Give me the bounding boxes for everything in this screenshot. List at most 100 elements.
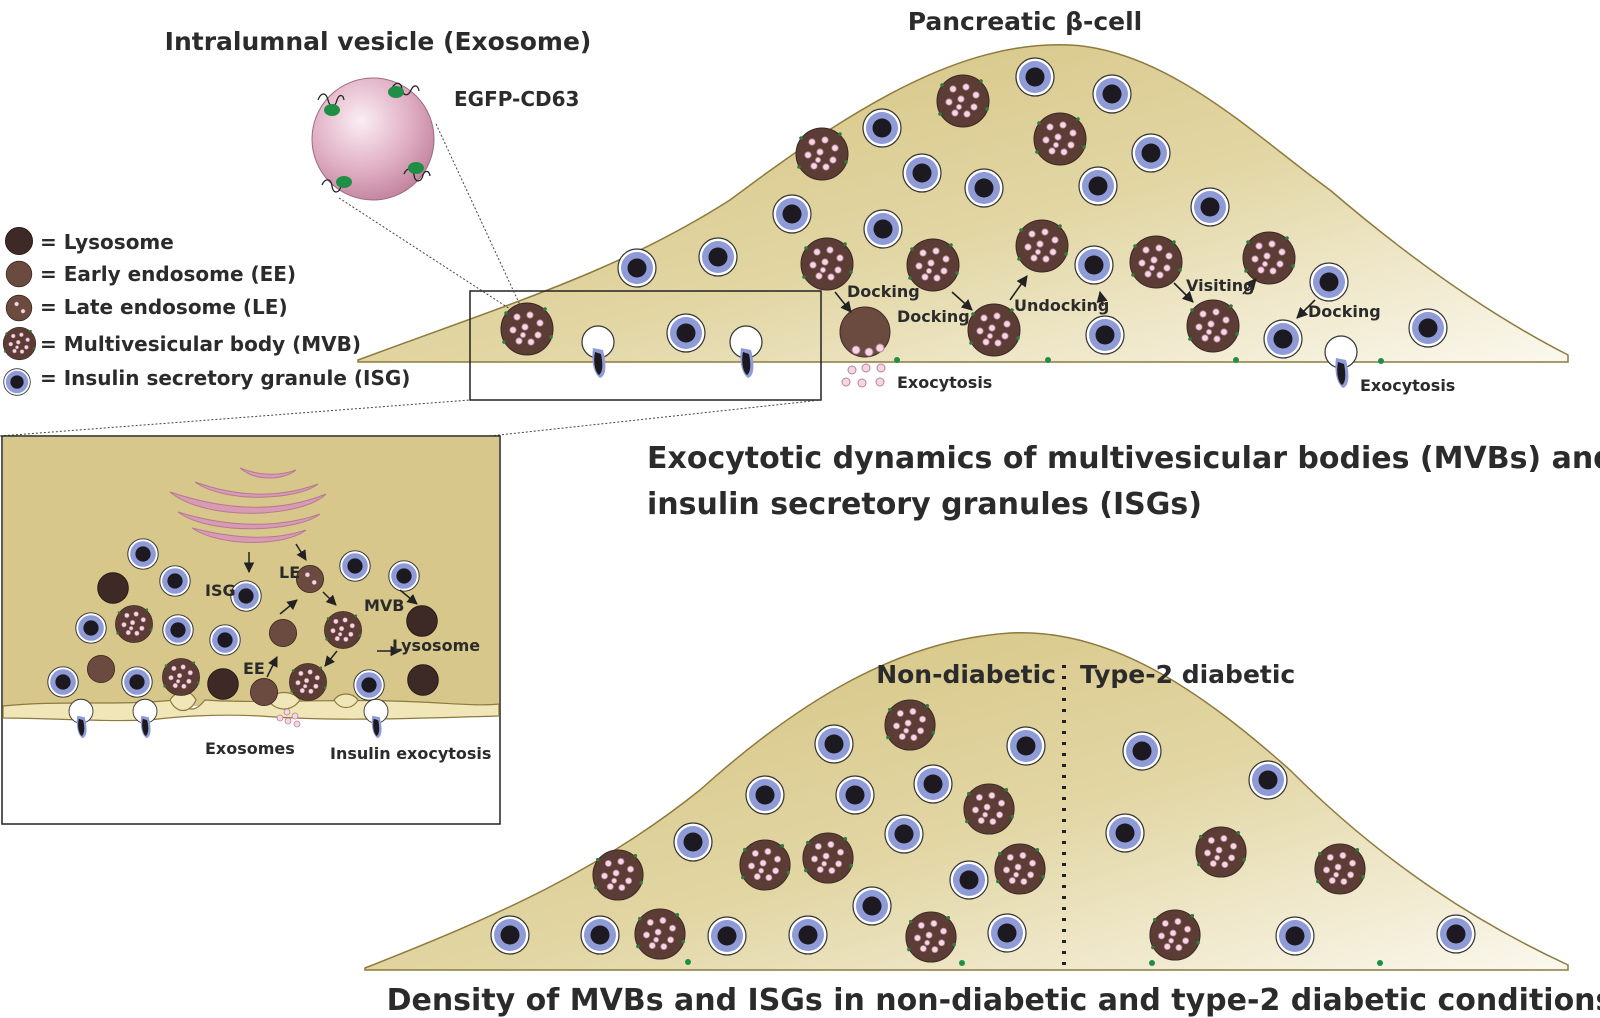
isg-granule xyxy=(163,615,193,645)
isg-granule xyxy=(988,914,1026,952)
isg-fusion-pore xyxy=(1325,336,1357,388)
isg-granule xyxy=(122,667,152,697)
isg-granule xyxy=(789,916,827,954)
mvb xyxy=(1315,844,1365,894)
isg-granule xyxy=(699,238,737,276)
event-docking: Docking xyxy=(847,282,920,301)
isg-granule xyxy=(48,667,78,697)
isg-fusion-pore xyxy=(582,326,614,378)
isg-granule xyxy=(1409,309,1447,347)
early-endosome xyxy=(250,678,277,705)
mvb xyxy=(1034,113,1086,165)
isg-granule xyxy=(815,725,853,763)
isg-granule xyxy=(128,539,158,569)
isg-granule xyxy=(340,551,370,581)
isg-granule xyxy=(491,916,529,954)
label-type2-diabetic: Type-2 diabetic xyxy=(1080,660,1295,689)
isg-granule xyxy=(914,765,952,803)
event-undocking: Undocking xyxy=(1014,296,1109,315)
inset-label-isg: ISG xyxy=(205,581,236,600)
mvb xyxy=(937,75,989,127)
density-title: Density of MVBs and ISGs in non-diabetic… xyxy=(387,983,1600,1018)
mvb xyxy=(1130,236,1182,288)
lysosome xyxy=(408,665,439,696)
event-docking: Docking xyxy=(897,307,970,326)
isg-granule xyxy=(389,561,419,591)
mvb xyxy=(885,700,935,750)
mvb xyxy=(740,840,790,890)
label-non-diabetic: Non-diabetic xyxy=(876,660,1056,689)
inset-label-mvb: MVB xyxy=(364,596,405,615)
bottom-beta-cell: Non-diabetic Type-2 diabetic xyxy=(365,633,1568,970)
mvb xyxy=(635,909,685,959)
isg-granule xyxy=(1075,246,1113,284)
isg-granule xyxy=(885,815,923,853)
isg-granule xyxy=(1132,134,1170,172)
mvb xyxy=(906,912,956,962)
mvb xyxy=(1016,220,1068,272)
inset-label-ee: EE xyxy=(243,659,265,678)
isg-granule xyxy=(1086,316,1124,354)
isg-granule xyxy=(864,210,902,248)
isg-granule xyxy=(354,670,384,700)
isg-granule xyxy=(1264,320,1302,358)
isg-granule xyxy=(1007,727,1045,765)
lysosome xyxy=(407,606,438,637)
event-docking: Docking xyxy=(1308,302,1381,321)
isg-granule xyxy=(1093,75,1131,113)
isg-granule xyxy=(853,887,891,925)
early-endosome xyxy=(87,655,114,682)
isg-granule xyxy=(1106,814,1144,852)
mvb xyxy=(801,238,853,290)
legend-label-isg: = Insulin secretory granule (ISG) xyxy=(40,366,410,390)
egfp-cd63-label: EGFP-CD63 xyxy=(454,87,579,111)
isg-granule xyxy=(674,823,712,861)
dynamics-title-line1: Exocytotic dynamics of multivesicular bo… xyxy=(647,441,1600,476)
inset-label-exosomes: Exosomes xyxy=(205,739,295,758)
mvb xyxy=(995,844,1045,894)
early-endosome xyxy=(269,619,296,646)
isg-granule xyxy=(903,154,941,192)
isg-granule xyxy=(863,109,901,147)
dynamics-title-line2: insulin secretory granules (ISGs) xyxy=(647,487,1202,522)
mvb xyxy=(289,663,326,700)
mvb xyxy=(1187,300,1239,352)
isg-granule xyxy=(950,861,988,899)
mvb xyxy=(593,850,643,900)
isg-granule xyxy=(1079,167,1117,205)
mvb xyxy=(796,128,848,180)
isg-granule xyxy=(1249,761,1287,799)
isg-granule xyxy=(1276,917,1314,955)
isg-granule xyxy=(708,917,746,955)
isg-granule xyxy=(1123,732,1161,770)
mvb xyxy=(968,304,1020,356)
isg-granule xyxy=(1016,58,1054,96)
legend-label-lysosome: = Lysosome xyxy=(40,230,174,254)
isg-granule xyxy=(1310,263,1348,301)
inset-label-lysosome: Lysosome xyxy=(392,636,480,655)
isg-granule xyxy=(618,249,656,287)
legend-early-endosome-icon xyxy=(6,261,32,287)
isg-granule xyxy=(76,613,106,643)
legend-isg-icon xyxy=(4,369,31,396)
isg-granule xyxy=(836,776,874,814)
cell-title: Pancreatic β-cell xyxy=(908,7,1143,36)
legend: = Lysosome = Early endosome (EE) = Late … xyxy=(3,227,410,395)
isg-fusion-pore xyxy=(730,326,762,378)
legend-label-early-endosome: = Early endosome (EE) xyxy=(40,262,296,286)
mvb xyxy=(1150,910,1200,960)
legend-lysosome-icon xyxy=(5,227,32,254)
mvb xyxy=(324,611,361,648)
mvb xyxy=(162,658,199,695)
isg-granule xyxy=(773,195,811,233)
top-beta-cell: Pancreatic β-cell xyxy=(358,7,1568,400)
legend-label-mvb: = Multivesicular body (MVB) xyxy=(40,332,361,356)
isg-granule xyxy=(1191,188,1229,226)
event-exocytosis: Exocytosis xyxy=(897,373,992,392)
legend-label-late-endosome: = Late endosome (LE) xyxy=(40,295,288,319)
isg-granule xyxy=(160,566,190,596)
exosome-title: Intralumnal vesicle (Exosome) xyxy=(165,27,592,56)
mvb xyxy=(964,784,1014,834)
isg-granule xyxy=(581,916,619,954)
